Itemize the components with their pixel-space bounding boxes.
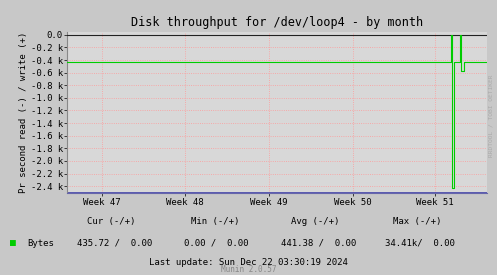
Y-axis label: Pr second read (-) / write (+): Pr second read (-) / write (+) [19,31,28,193]
Text: RRDTOOL / TOBI OETIKER: RRDTOOL / TOBI OETIKER [489,74,494,157]
Text: Munin 2.0.57: Munin 2.0.57 [221,265,276,274]
Text: Cur (-/+): Cur (-/+) [87,217,135,226]
Text: Bytes: Bytes [27,239,54,248]
Text: 34.41k/  0.00: 34.41k/ 0.00 [385,239,455,248]
Text: Min (-/+): Min (-/+) [191,217,240,226]
Text: Max (-/+): Max (-/+) [393,217,441,226]
Text: Last update: Sun Dec 22 03:30:19 2024: Last update: Sun Dec 22 03:30:19 2024 [149,258,348,267]
Text: 0.00 /  0.00: 0.00 / 0.00 [184,239,248,248]
Title: Disk throughput for /dev/loop4 - by month: Disk throughput for /dev/loop4 - by mont… [131,16,423,29]
Text: 441.38 /  0.00: 441.38 / 0.00 [281,239,356,248]
Text: Avg (-/+): Avg (-/+) [291,217,339,226]
Text: ■: ■ [10,238,16,248]
Text: 435.72 /  0.00: 435.72 / 0.00 [77,239,152,248]
